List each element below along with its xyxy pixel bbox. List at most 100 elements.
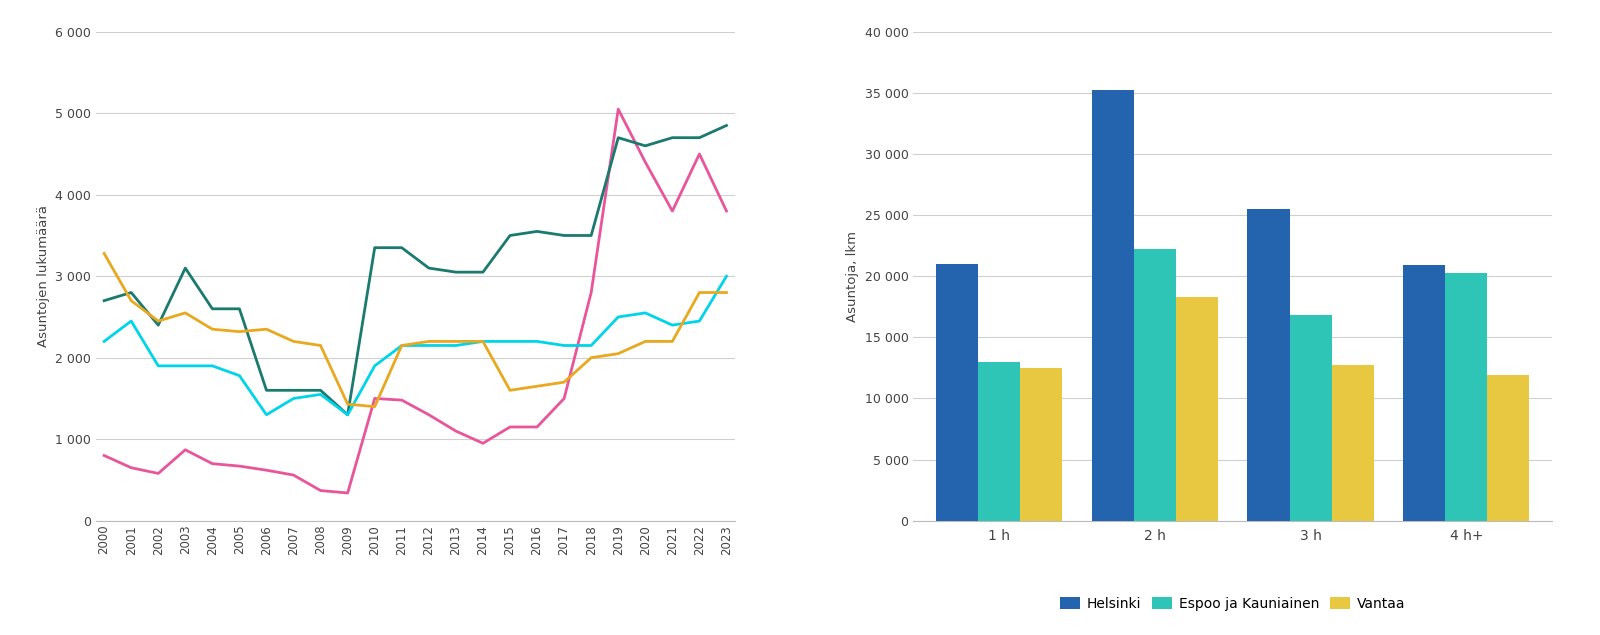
- 1 h: [474, 439, 493, 447]
- Line: 4 h+: 4 h+: [104, 253, 726, 406]
- Y-axis label: Asuntojen lukumäärä: Asuntojen lukumäärä: [37, 205, 50, 347]
- Line: 1 h: 1 h: [104, 109, 726, 493]
- Bar: [1445, 272, 1488, 521]
- 3 h: [608, 313, 627, 321]
- 3 h: [690, 318, 709, 325]
- 1 h: [258, 466, 277, 474]
- 4 h+: [392, 342, 411, 349]
- 3 h: [258, 411, 277, 418]
- 3 h: [149, 362, 168, 370]
- 1 h: [392, 396, 411, 404]
- 2 h: [662, 134, 682, 142]
- 3 h: [419, 342, 438, 349]
- 1 h: [662, 207, 682, 215]
- Legend: Helsinki, Espoo ja Kauniainen, Vantaa: Helsinki, Espoo ja Kauniainen, Vantaa: [1054, 591, 1411, 617]
- 2 h: [365, 244, 384, 251]
- 3 h: [446, 342, 466, 349]
- 3 h: [501, 338, 520, 345]
- Bar: [1331, 366, 1374, 521]
- 2 h: [608, 134, 627, 142]
- 4 h+: [338, 400, 357, 408]
- 1 h: [635, 158, 654, 166]
- Line: 3 h: 3 h: [104, 276, 726, 415]
- 1 h: [283, 471, 302, 479]
- 4 h+: [149, 318, 168, 325]
- 3 h: [474, 338, 493, 345]
- 4 h+: [122, 297, 141, 305]
- 2 h: [581, 232, 600, 239]
- 2 h: [283, 387, 302, 394]
- 1 h: [717, 207, 736, 215]
- 3 h: [338, 411, 357, 418]
- 4 h+: [474, 338, 493, 345]
- Bar: [1290, 316, 1331, 521]
- 1 h: [555, 395, 574, 403]
- 4 h+: [446, 338, 466, 345]
- Bar: [936, 264, 978, 521]
- 4 h+: [258, 325, 277, 333]
- 4 h+: [94, 250, 114, 257]
- 3 h: [203, 362, 222, 370]
- 1 h: [149, 470, 168, 478]
- 2 h: [555, 232, 574, 239]
- 1 h: [230, 462, 250, 470]
- 4 h+: [717, 289, 736, 297]
- Y-axis label: Asuntoja, lkm: Asuntoja, lkm: [846, 231, 859, 322]
- 1 h: [94, 451, 114, 459]
- 1 h: [310, 487, 330, 495]
- 3 h: [555, 342, 574, 349]
- 1 h: [365, 395, 384, 403]
- 1 h: [338, 489, 357, 497]
- 4 h+: [283, 338, 302, 345]
- 1 h: [122, 464, 141, 472]
- 2 h: [501, 232, 520, 239]
- 4 h+: [501, 387, 520, 394]
- 3 h: [176, 362, 195, 370]
- 2 h: [338, 411, 357, 418]
- 1 h: [690, 150, 709, 158]
- 2 h: [149, 321, 168, 329]
- 2 h: [528, 227, 547, 235]
- 4 h+: [176, 309, 195, 317]
- 3 h: [717, 272, 736, 280]
- Line: 2 h: 2 h: [104, 126, 726, 415]
- 3 h: [392, 342, 411, 349]
- 3 h: [365, 362, 384, 370]
- 2 h: [122, 289, 141, 297]
- Bar: [1403, 265, 1445, 521]
- 4 h+: [365, 403, 384, 410]
- 2 h: [230, 305, 250, 312]
- 2 h: [392, 244, 411, 251]
- 4 h+: [230, 328, 250, 335]
- 4 h+: [690, 289, 709, 297]
- 4 h+: [581, 354, 600, 361]
- 1 h: [419, 411, 438, 418]
- 2 h: [258, 387, 277, 394]
- 3 h: [94, 338, 114, 345]
- 4 h+: [662, 338, 682, 345]
- 3 h: [581, 342, 600, 349]
- Bar: [1488, 375, 1530, 521]
- 1 h: [446, 427, 466, 435]
- Bar: [1134, 250, 1176, 521]
- 3 h: [283, 395, 302, 403]
- Bar: [1176, 297, 1218, 521]
- 4 h+: [419, 338, 438, 345]
- 3 h: [230, 372, 250, 380]
- 3 h: [635, 309, 654, 317]
- 2 h: [446, 269, 466, 276]
- 4 h+: [310, 342, 330, 349]
- 2 h: [635, 142, 654, 150]
- 3 h: [528, 338, 547, 345]
- Bar: [1021, 368, 1062, 521]
- 2 h: [310, 387, 330, 394]
- 3 h: [662, 321, 682, 329]
- 4 h+: [203, 325, 222, 333]
- 4 h+: [608, 350, 627, 358]
- 4 h+: [528, 382, 547, 390]
- 2 h: [176, 264, 195, 272]
- 2 h: [474, 269, 493, 276]
- Bar: [1091, 90, 1134, 521]
- 1 h: [581, 289, 600, 297]
- 4 h+: [635, 338, 654, 345]
